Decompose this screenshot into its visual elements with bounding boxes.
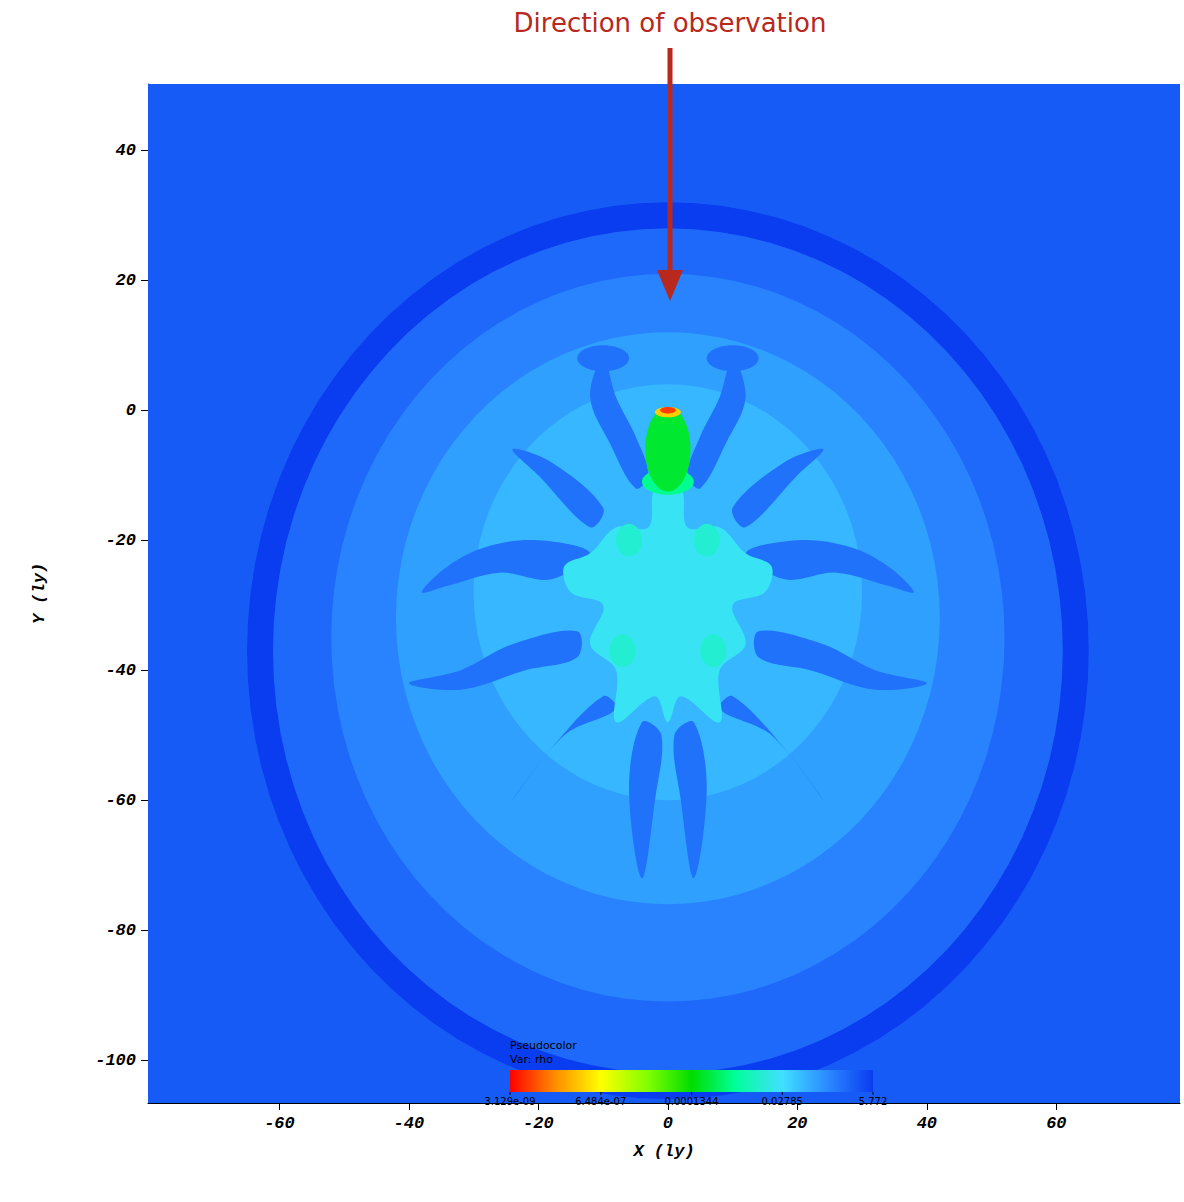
svg-text:0: 0: [126, 401, 136, 420]
svg-text:0: 0: [663, 1114, 673, 1133]
svg-text:-40: -40: [105, 661, 136, 680]
svg-text:-60: -60: [105, 791, 136, 810]
svg-text:Var: rho: Var: rho: [510, 1053, 553, 1066]
svg-text:40: 40: [116, 141, 136, 160]
svg-text:-80: -80: [105, 921, 136, 940]
svg-text:Pseudocolor: Pseudocolor: [510, 1039, 577, 1052]
svg-text:-40: -40: [394, 1114, 425, 1133]
svg-text:-100: -100: [95, 1051, 136, 1070]
svg-text:20: 20: [116, 271, 136, 290]
svg-text:40: 40: [917, 1114, 937, 1133]
svg-text:Direction of observation: Direction of observation: [514, 8, 827, 38]
svg-text:-60: -60: [264, 1114, 295, 1133]
svg-text:-20: -20: [523, 1114, 554, 1133]
svg-text:60: 60: [1046, 1114, 1066, 1133]
svg-text:0.0001344: 0.0001344: [664, 1096, 718, 1107]
svg-text:0.02785: 0.02785: [762, 1096, 803, 1107]
svg-text:5.772: 5.772: [859, 1096, 888, 1107]
svg-text:Y (ly): Y (ly): [30, 563, 49, 624]
svg-text:3.129e-09: 3.129e-09: [484, 1096, 535, 1107]
svg-text:-20: -20: [105, 531, 136, 550]
svg-text:6.484e-07: 6.484e-07: [575, 1096, 626, 1107]
svg-text:20: 20: [787, 1114, 807, 1133]
svg-text:X (ly): X (ly): [632, 1142, 694, 1161]
